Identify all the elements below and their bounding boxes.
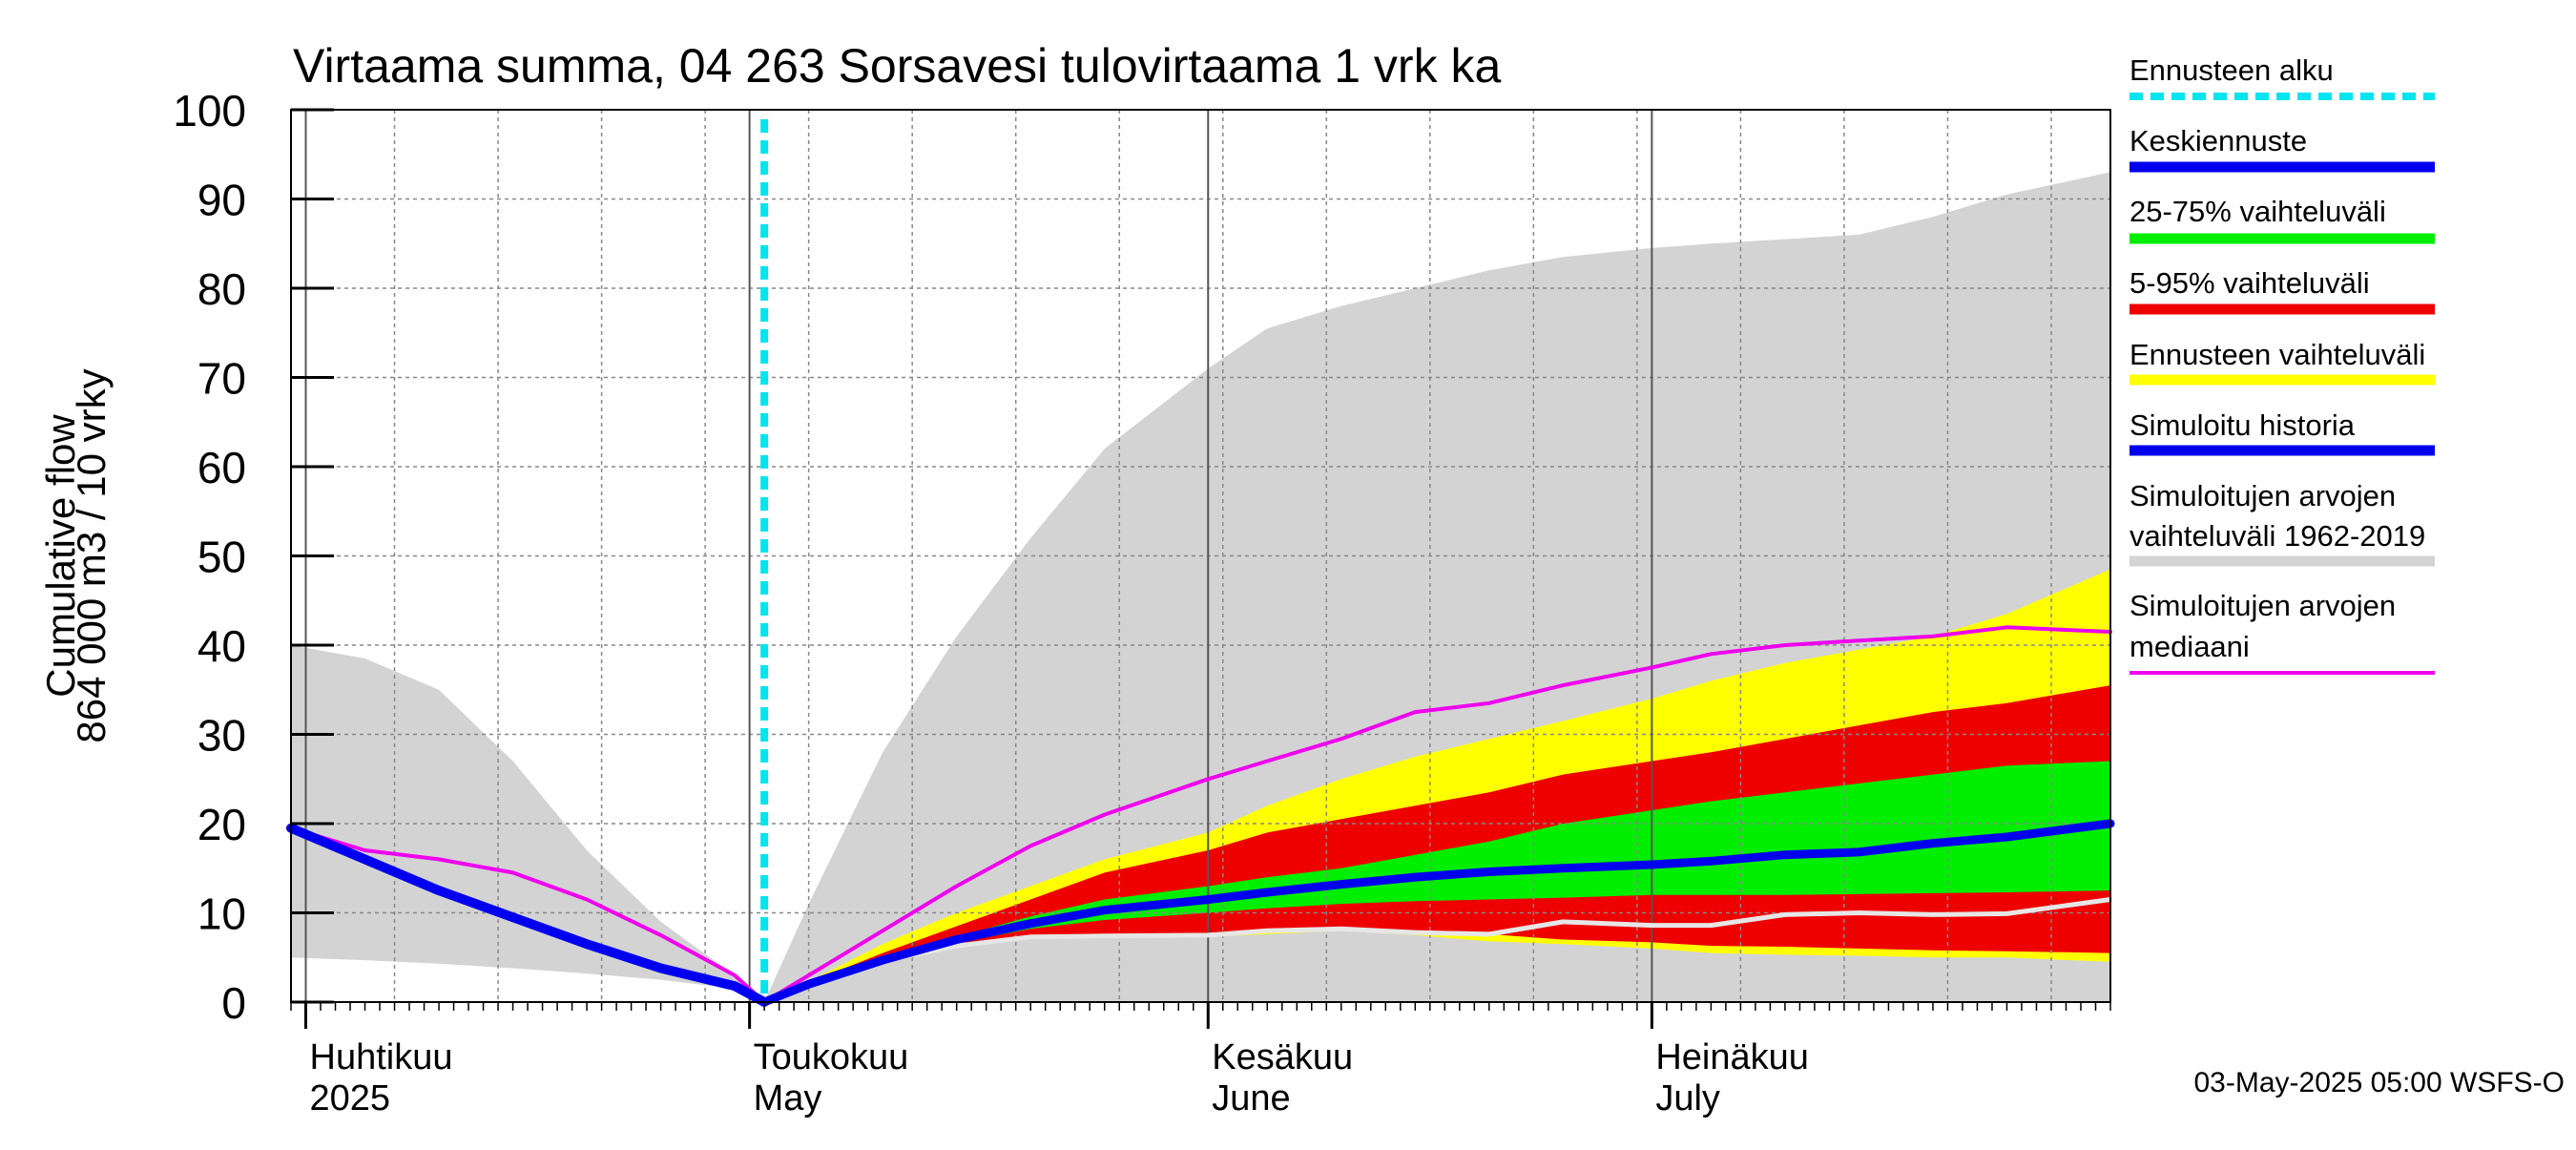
y-tick-label: 80	[197, 264, 246, 314]
y-tick-label: 0	[221, 978, 246, 1028]
timestamp: 03-May-2025 05:00 WSFS-O	[2194, 1067, 2566, 1098]
x-month-label: Huhtikuu	[310, 1037, 453, 1077]
y-tick-label: 20	[197, 800, 246, 849]
historical-median-line	[289, 625, 2112, 1004]
x-month-label: Kesäkuu	[1212, 1037, 1353, 1077]
median-forecast-line	[759, 819, 2115, 1007]
legend-label: Keskiennuste	[2129, 124, 2307, 157]
simulated-history-line	[286, 823, 770, 1007]
band-layer	[291, 172, 2110, 1002]
chart-title: Virtaama summa, 04 263 Sorsavesi tulovir…	[293, 39, 1501, 93]
y-tick-label: 50	[197, 533, 246, 582]
y-axis-label-line: Cumulative flow	[38, 414, 83, 698]
x-month-sublabel: June	[1212, 1078, 1290, 1119]
legend-label: Simuloitujen arvojen	[2129, 589, 2396, 622]
y-tick-label: 40	[197, 621, 246, 671]
x-month-label: Heinäkuu	[1655, 1037, 1809, 1077]
line-layer	[286, 119, 2115, 1007]
legend-label: Ennusteen vaihteluväli	[2129, 338, 2425, 371]
y-tick-label: 90	[197, 176, 246, 225]
x-month-sublabel: July	[1655, 1078, 1720, 1119]
y-tick-label: 60	[197, 443, 246, 492]
legend-label: Simuloitu historia	[2129, 408, 2356, 442]
legend-label: Ennusteen alku	[2129, 53, 2334, 87]
x-month-label: Toukokuu	[754, 1037, 909, 1077]
x-month-sublabel: May	[754, 1078, 822, 1119]
legend-label: Simuloitujen arvojen	[2129, 479, 2396, 512]
x-month-sublabel: 2025	[310, 1078, 391, 1119]
legend-label: 5-95% vaihteluväli	[2129, 266, 2370, 300]
band-5-95	[764, 685, 2110, 1002]
y-axis-label-line: 864 000 m3 / 10 vrky	[69, 368, 114, 742]
y-tick-label: 100	[173, 86, 246, 136]
legend-label: 25-75% vaihteluväli	[2129, 195, 2386, 228]
legend-label: mediaani	[2129, 630, 2250, 663]
y-tick-label: 30	[197, 711, 246, 761]
band-25-75	[764, 761, 2110, 1002]
simulated-median-future-line	[761, 897, 2113, 1005]
legend-label: vaihteluväli 1962-2019	[2129, 519, 2425, 553]
y-tick-label: 10	[197, 889, 246, 939]
legend: Ennusteen alku Keskiennuste 25-75% vaihtel…	[2129, 53, 2435, 675]
y-tick-label: 70	[197, 354, 246, 404]
